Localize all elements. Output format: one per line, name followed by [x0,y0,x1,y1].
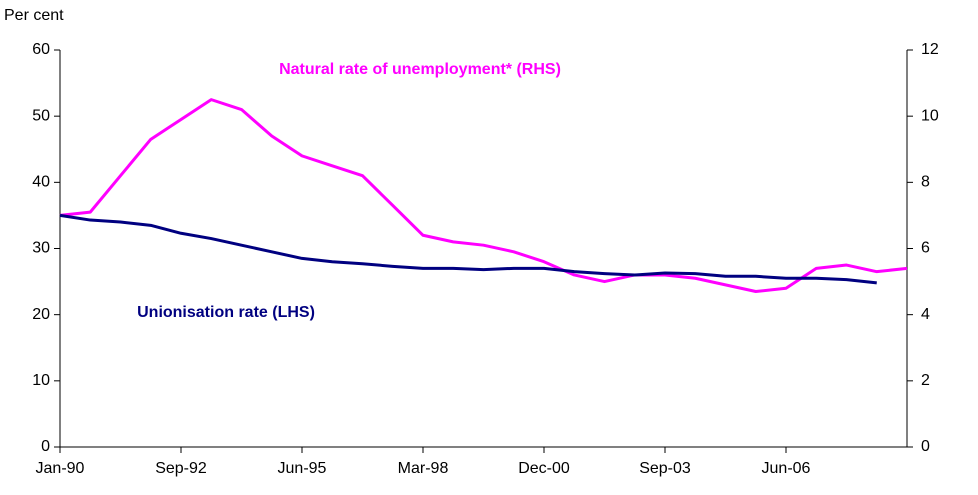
y-tick-label: 50 [32,107,50,124]
y2-tick-label: 12 [921,41,939,58]
x-tick-label: Sep-92 [155,460,207,477]
y2-tick-label: 10 [921,107,939,124]
series-label: Unionisation rate (LHS) [137,304,315,321]
y2-tick-label: 6 [921,240,930,257]
x-tick-label: Jun-06 [762,460,811,477]
y-tick-label: 30 [32,240,50,257]
y-tick-label: 20 [32,306,50,323]
x-tick-label: Jan-90 [36,460,85,477]
y2-tick-label: 2 [921,372,930,389]
y-tick-label: 40 [32,174,50,191]
unit-label: Per cent [4,7,64,24]
x-tick-label: Mar-98 [398,460,449,477]
x-tick-label: Dec-00 [518,460,570,477]
x-tick-label: Sep-03 [639,460,691,477]
series-line [59,98,908,294]
series-line [59,213,877,285]
y-tick-label: 0 [41,438,50,455]
y2-tick-label: 8 [921,174,930,191]
y-tick-label: 10 [32,372,50,389]
x-tick-label: Jun-95 [278,460,327,477]
y2-tick-label: 4 [921,306,930,323]
series-label: Natural rate of unemployment* (RHS) [279,61,561,78]
y2-tick-label: 0 [921,438,930,455]
y-tick-label: 60 [32,41,50,58]
